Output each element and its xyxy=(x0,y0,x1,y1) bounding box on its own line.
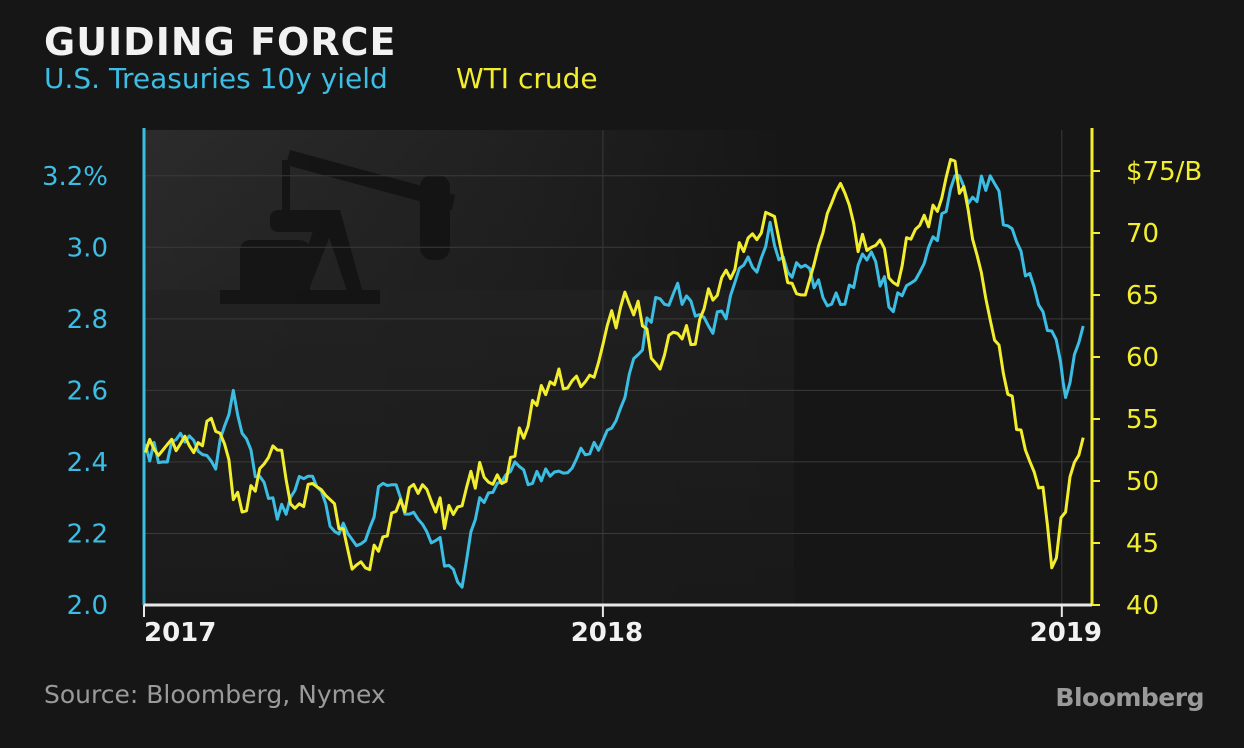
y-right-tick-label: 60 xyxy=(1126,343,1159,373)
x-tick-label: 2017 xyxy=(144,618,216,648)
source-note: Source: Bloomberg, Nymex xyxy=(44,680,386,709)
x-tick-label: 2018 xyxy=(571,618,643,648)
y-right-tick-label: 45 xyxy=(1126,529,1159,559)
y-left-tick-label: 2.8 xyxy=(67,305,108,335)
y-left-tick-label: 2.6 xyxy=(67,376,108,406)
series-line-crude xyxy=(143,158,1085,572)
y-right-tick-label: $75/B xyxy=(1126,157,1202,187)
series-lines xyxy=(143,158,1085,589)
tick-labels: 2.0 2.2 2.4 2.6 2.8 3.0 3.2% 40 45 50 55 60 65 70 $75/… xyxy=(42,157,1202,648)
y-left-tick-label: 2.2 xyxy=(67,519,108,549)
legend-crude: WTI crude xyxy=(456,62,598,95)
x-tick-label: 2019 xyxy=(1030,618,1102,648)
chart-title: GUIDING FORCE xyxy=(44,20,397,64)
y-left-tick-label: 3.2% xyxy=(42,162,108,192)
y-right-tick-label: 40 xyxy=(1126,591,1159,621)
y-right-tick-label: 55 xyxy=(1126,405,1159,435)
series-line-treasury xyxy=(143,174,1085,589)
y-left-tick-label: 2.4 xyxy=(67,448,108,478)
grid-lines xyxy=(144,130,1092,605)
y-left-tick-label: 2.0 xyxy=(67,591,108,621)
y-right-tick-label: 70 xyxy=(1126,219,1159,249)
legend-treasury: U.S. Treasuries 10y yield xyxy=(44,62,388,95)
bloomberg-logo: Bloomberg xyxy=(1055,683,1204,712)
axes xyxy=(142,128,1100,617)
y-left-tick-label: 3.0 xyxy=(67,233,108,263)
y-right-tick-label: 50 xyxy=(1126,467,1159,497)
y-right-tick-label: 65 xyxy=(1126,281,1159,311)
